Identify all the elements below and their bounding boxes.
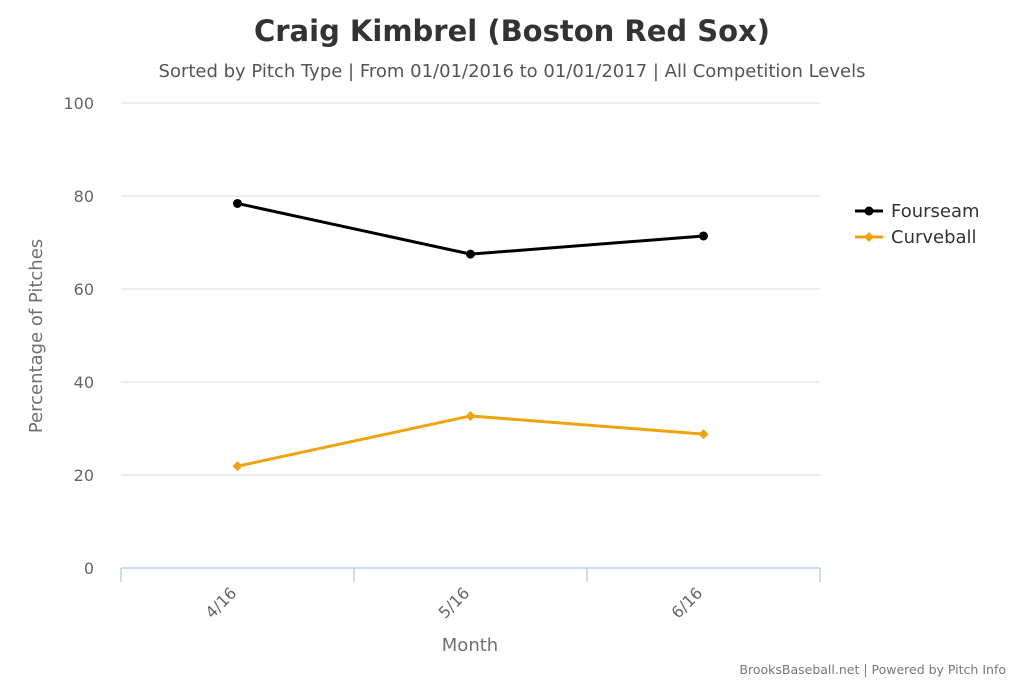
y-axis-tick-labels: 0 20 40 60 80 100 (63, 94, 94, 578)
series-line-curveball (237, 414, 704, 468)
legend-marker (864, 206, 874, 216)
x-tick-label: 5/16 (434, 583, 473, 622)
data-point-curveball (232, 461, 243, 472)
series-fourseam (233, 198, 708, 259)
credits-text: BrooksBaseball.net | Powered by Pitch In… (739, 662, 1006, 677)
y-tick-label: 80 (74, 187, 94, 206)
series-layer (232, 198, 709, 472)
legend-marker (864, 232, 874, 242)
x-tick-label: 4/16 (201, 583, 240, 622)
series-curveball (232, 410, 709, 472)
data-point-fourseam (466, 249, 475, 259)
legend-item-fourseam: Fourseam (855, 201, 980, 222)
x-axis-title: Month (442, 635, 498, 656)
y-tick-label: 20 (74, 466, 94, 485)
y-gridlines (121, 102, 820, 476)
data-point-curveball (465, 410, 476, 421)
legend-label: Curveball (891, 227, 977, 248)
legend-item-curveball: Curveball (855, 227, 977, 248)
legend: Fourseam Curveball (855, 201, 980, 248)
data-point-curveball (698, 429, 709, 440)
legend-label: Fourseam (891, 201, 980, 222)
chart-subtitle: Sorted by Pitch Type | From 01/01/2016 t… (159, 61, 866, 82)
y-tick-label: 40 (74, 373, 94, 392)
y-tick-label: 0 (84, 559, 94, 578)
y-axis-title: Percentage of Pitches (26, 239, 47, 433)
series-line-fourseam (237, 201, 704, 256)
x-axis-tick-labels: 4/16 5/16 6/16 (201, 583, 706, 622)
x-tick-label: 6/16 (667, 583, 706, 622)
y-tick-label: 100 (63, 94, 94, 113)
data-point-fourseam (699, 231, 708, 241)
x-axis (120, 567, 821, 582)
data-point-fourseam (233, 198, 242, 208)
chart-title: Craig Kimbrel (Boston Red Sox) (254, 14, 770, 48)
y-tick-label: 60 (74, 280, 94, 299)
